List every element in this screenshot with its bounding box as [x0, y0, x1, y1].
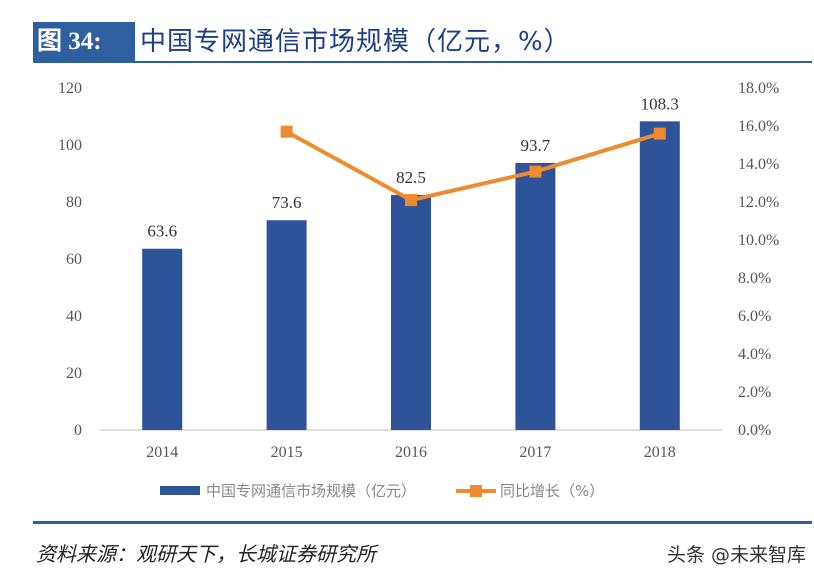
right-tick-label: 4.0% [738, 346, 771, 363]
right-tick-label: 14.0% [738, 156, 779, 173]
x-tick-label: 2017 [519, 444, 551, 461]
bar-data-label: 82.5 [396, 168, 426, 187]
legend-bar-swatch [160, 486, 200, 495]
right-tick-label: 12.0% [738, 194, 779, 211]
growth-line [285, 129, 661, 203]
left-tick-label: 80 [66, 194, 82, 211]
growth-marker [529, 165, 542, 178]
legend-line-label: 同比增长（%） [500, 482, 605, 500]
left-tick-label: 40 [66, 308, 82, 325]
right-tick-label: 10.0% [738, 232, 779, 249]
growth-marker [653, 127, 666, 140]
legend: 中国专网通信市场规模（亿元） 同比增长（%） [160, 480, 604, 501]
legend-bar-label: 中国专网通信市场规模（亿元） [206, 482, 417, 500]
right-tick-label: 16.0% [738, 118, 779, 135]
bar [391, 194, 431, 430]
bar [266, 220, 307, 430]
x-tick-label: 2018 [644, 444, 676, 461]
x-tick-label: 2016 [395, 444, 427, 461]
bar [639, 121, 680, 430]
right-tick-label: 18.0% [738, 80, 779, 97]
header-divider [33, 61, 812, 63]
bar [515, 162, 556, 430]
right-tick-label: 8.0% [738, 270, 771, 287]
chart-title: 中国专网通信市场规模（亿元，%） [140, 27, 571, 57]
bar [142, 248, 183, 430]
x-tick-label: 2014 [146, 444, 178, 461]
x-tick-label: 2015 [271, 444, 303, 461]
source-note: 资料来源：观研天下，长城证券研究所 [36, 542, 376, 566]
left-tick-label: 0 [74, 422, 82, 439]
left-tick-label: 100 [58, 137, 82, 154]
legend-line-swatch [456, 483, 497, 499]
bar-data-label: 73.6 [272, 193, 302, 212]
left-tick-label: 120 [58, 80, 82, 97]
figure-label: 图 34: [33, 22, 135, 62]
left-tick-label: 20 [66, 365, 82, 382]
watermark: 头条 @未来智库 [666, 544, 806, 566]
growth-marker [280, 125, 293, 138]
right-tick-label: 0.0% [738, 422, 771, 439]
right-tick-label: 2.0% [738, 384, 771, 401]
chart: 0 20 40 60 80 100 120 0.0% 2.0% 4.0% 6.0% 8.0% 10.0%… [58, 80, 779, 461]
growth-marker [405, 194, 417, 207]
bar-data-label: 63.6 [147, 222, 177, 241]
bar-data-label: 108.3 [641, 94, 679, 113]
bar-data-label: 93.7 [521, 136, 551, 155]
left-tick-label: 60 [66, 251, 82, 268]
right-tick-label: 6.0% [738, 308, 771, 325]
footer-divider [33, 521, 812, 524]
